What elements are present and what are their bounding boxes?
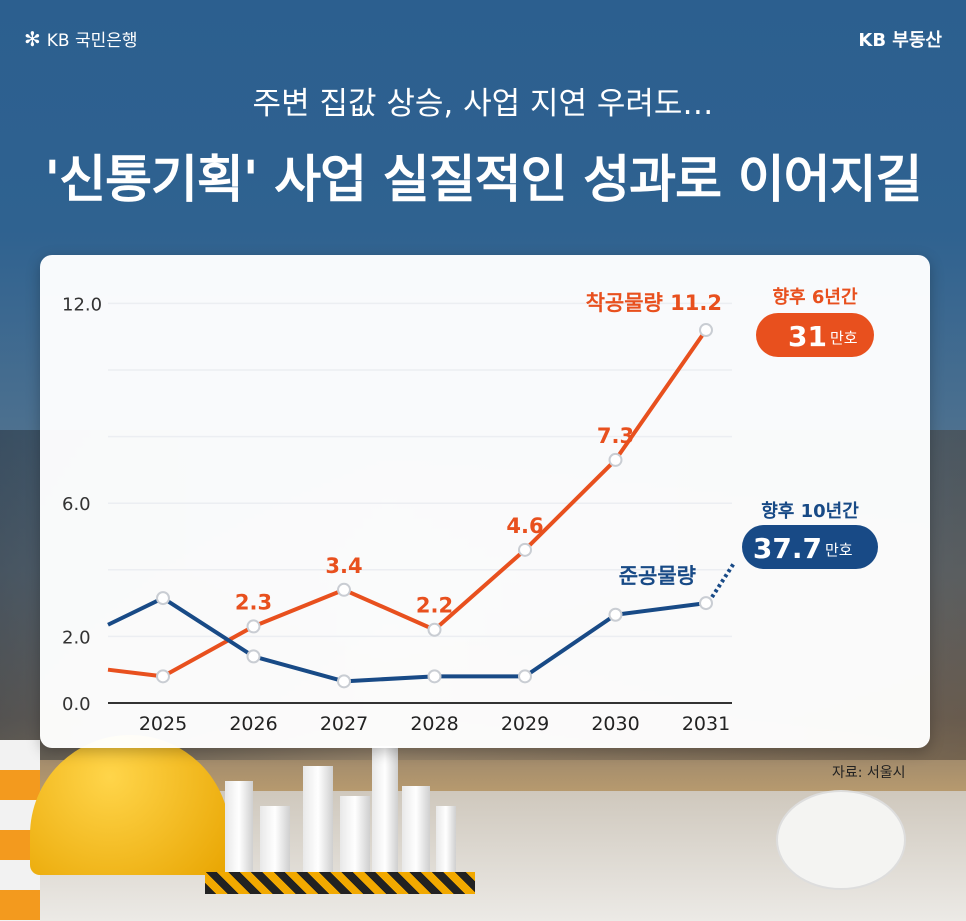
annotation-value: 31 [788,320,827,353]
annotation-badge [742,525,878,569]
line-chart: 0.0 2.0 6.0 12.0 2025 2026 2027 2028 2029 2030 203… [62,287,878,735]
annotation-unit: 만호 [825,541,853,559]
building-model [260,806,290,876]
x-tick-label: 2029 [501,713,549,735]
source-note: 자료: 서울시 [832,765,906,781]
subtitle: 주변 집값 상승, 사업 지연 우려도… [252,86,714,122]
x-tick-label: 2030 [591,713,639,735]
building-model [340,796,370,876]
data-point [608,452,623,467]
data-point [156,669,170,684]
series-line-1 [107,596,707,684]
data-point [608,607,623,622]
data-point [427,669,442,684]
data-point [518,669,532,684]
building-model [372,746,398,876]
y-tick-label: 2.0 [62,627,91,648]
data-point [518,542,532,557]
building-model [225,781,253,876]
x-tick-label: 2028 [410,713,458,735]
building-model [436,806,456,876]
annotation-heading: 향후 6년간 [772,287,857,308]
data-point [699,323,713,338]
series-label-start: 착공물량 11.2 [586,291,722,315]
data-label: 4.6 [506,514,543,538]
x-tick-label: 2031 [682,713,730,735]
model-base [205,872,475,894]
y-tick-label: 12.0 [62,294,102,315]
x-tick-label: 2026 [229,713,277,735]
data-point [246,619,261,634]
data-label: 7.3 [597,424,634,448]
y-tick-label: 6.0 [62,494,91,515]
annotation-badge [756,313,874,357]
bank-name: KB 국민은행 [46,31,138,51]
kb-star-icon: ✻ [24,26,41,51]
annotation-heading: 향후 10년간 [761,501,859,522]
data-label: 2.2 [416,594,453,618]
data-point [337,674,351,689]
data-label: 3.4 [325,554,362,578]
chart-card: 0.0 2.0 6.0 12.0 2025 2026 2027 2028 2029 2030 203… [40,255,930,748]
data-point [699,596,713,611]
x-tick-label: 2027 [320,713,368,735]
series-line-0 [107,328,708,679]
kb-bank-logo: ✻ KB 국민은행 [24,26,138,52]
y-tick-label: 0.0 [62,694,91,715]
building-model [303,766,333,876]
data-label: 2.3 [235,590,272,614]
brand-name: KB 부동산 [858,30,942,51]
building-model [402,786,430,876]
projection-line [710,562,736,599]
blueprint-roll-image [776,790,906,890]
data-point [156,591,170,606]
series-label-completion: 준공물량 [619,564,696,588]
data-point [427,622,442,637]
annotation-value: 37.7 [753,532,822,565]
data-point [246,649,261,664]
data-point [337,582,351,597]
page-title: '신통기획' 사업 실질적인 성과로 이어지길 [44,151,923,210]
x-tick-label: 2025 [139,713,187,735]
annotation-unit: 만호 [830,329,858,347]
